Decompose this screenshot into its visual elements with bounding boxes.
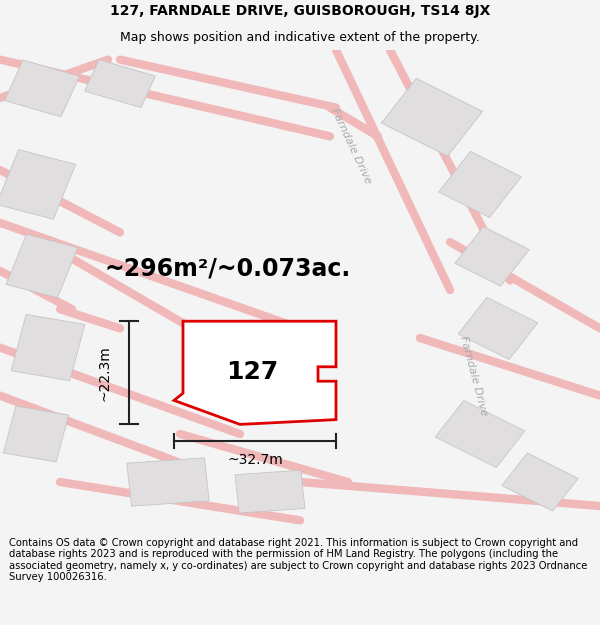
Polygon shape [0, 149, 76, 219]
Text: ~32.7m: ~32.7m [227, 453, 283, 468]
Polygon shape [127, 458, 209, 506]
Text: Farndale Drive: Farndale Drive [458, 336, 490, 418]
Text: 127: 127 [226, 359, 278, 384]
Polygon shape [382, 78, 482, 156]
Polygon shape [85, 59, 155, 108]
Polygon shape [439, 151, 521, 218]
Text: Map shows position and indicative extent of the property.: Map shows position and indicative extent… [120, 31, 480, 44]
Text: ~296m²/~0.073ac.: ~296m²/~0.073ac. [105, 256, 351, 281]
Polygon shape [435, 401, 525, 468]
Polygon shape [5, 60, 79, 117]
Text: Farndale Drive: Farndale Drive [329, 107, 373, 186]
Polygon shape [4, 406, 68, 462]
Polygon shape [455, 227, 529, 286]
Text: 127, FARNDALE DRIVE, GUISBOROUGH, TS14 8JX: 127, FARNDALE DRIVE, GUISBOROUGH, TS14 8… [110, 4, 490, 18]
Text: ~22.3m: ~22.3m [98, 345, 112, 401]
Polygon shape [6, 234, 78, 298]
Polygon shape [502, 453, 578, 511]
Polygon shape [174, 321, 336, 424]
Polygon shape [458, 298, 538, 359]
Polygon shape [11, 314, 85, 381]
Polygon shape [235, 470, 305, 513]
Text: Contains OS data © Crown copyright and database right 2021. This information is : Contains OS data © Crown copyright and d… [9, 538, 587, 582]
